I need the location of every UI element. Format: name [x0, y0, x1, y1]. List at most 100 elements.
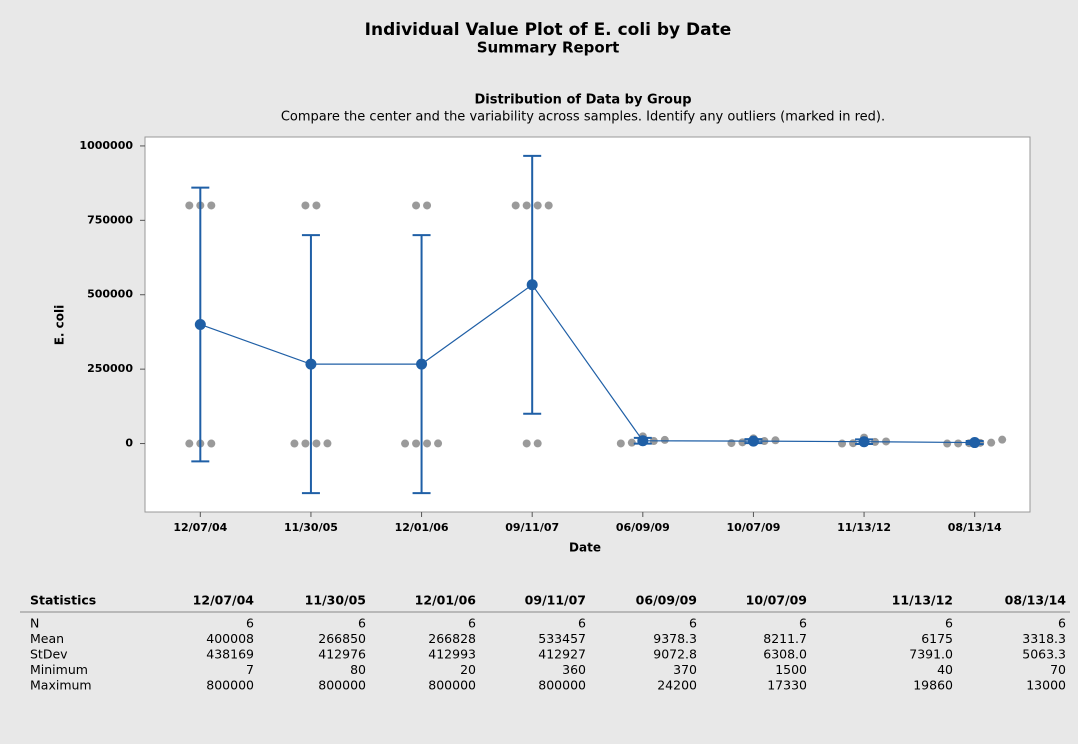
- x-tick-label: 10/07/09: [726, 521, 780, 534]
- table-header: 11/13/12: [892, 593, 953, 608]
- table-header: 12/01/06: [415, 593, 477, 608]
- x-axis-label: Date: [569, 541, 601, 555]
- data-point: [185, 439, 194, 448]
- report-title: Individual Value Plot of E. coli by Date: [365, 20, 732, 40]
- table-cell: 7: [246, 662, 254, 677]
- data-point: [207, 439, 216, 448]
- data-point: [738, 438, 747, 447]
- table-cell: 412927: [538, 647, 586, 662]
- data-point: [207, 201, 216, 210]
- mean-point: [526, 279, 538, 291]
- data-point: [838, 439, 847, 448]
- data-point: [301, 201, 310, 210]
- data-point: [660, 435, 669, 444]
- table-header: 12/07/04: [193, 593, 255, 608]
- table-cell: 6: [578, 616, 586, 631]
- table-cell: 70: [1050, 662, 1066, 677]
- x-tick-label: 12/07/04: [173, 521, 227, 534]
- table-header: 10/07/09: [746, 593, 807, 608]
- table-cell: 80: [350, 662, 366, 677]
- table-cell: 9378.3: [653, 631, 697, 646]
- table-cell: 24200: [657, 678, 697, 693]
- table-cell: 412993: [428, 647, 476, 662]
- data-point: [185, 201, 194, 210]
- table-cell: 1500: [775, 662, 807, 677]
- table-cell: 412976: [318, 647, 366, 662]
- data-point: [312, 439, 321, 448]
- mean-line: [200, 283, 975, 444]
- x-tick-label: 06/09/09: [616, 521, 670, 534]
- table-cell: N: [30, 616, 39, 631]
- data-point: [533, 201, 542, 210]
- y-tick-label: 250000: [87, 362, 133, 375]
- table-cell: Maximum: [30, 678, 92, 693]
- data-point: [943, 439, 952, 448]
- table-cell: 8211.7: [763, 631, 807, 646]
- table-header: 06/09/09: [636, 593, 697, 608]
- data-point: [522, 201, 531, 210]
- table-cell: 6: [945, 616, 953, 631]
- data-point: [544, 201, 553, 210]
- x-tick-label: 11/13/12: [837, 521, 891, 534]
- table-cell: Mean: [30, 631, 64, 646]
- y-tick-label: 1000000: [79, 139, 133, 152]
- table-header: 09/11/07: [525, 593, 586, 608]
- mean-point: [416, 358, 428, 370]
- table-cell: 533457: [538, 631, 586, 646]
- x-tick-label: 09/11/07: [505, 521, 559, 534]
- y-tick-label: 500000: [87, 288, 133, 301]
- table-header: 11/30/05: [305, 593, 366, 608]
- data-point: [423, 439, 432, 448]
- table-cell: StDev: [30, 647, 68, 662]
- table-cell: 400008: [206, 631, 254, 646]
- table-cell: 438169: [206, 647, 254, 662]
- mean-point: [194, 318, 206, 330]
- data-point: [771, 436, 780, 445]
- y-tick-label: 0: [125, 437, 133, 450]
- data-point: [312, 201, 321, 210]
- x-tick-label: 12/01/06: [395, 521, 449, 534]
- data-point: [412, 201, 421, 210]
- data-point: [998, 435, 1007, 444]
- mean-point: [637, 435, 649, 447]
- table-cell: 266850: [318, 631, 366, 646]
- data-point: [987, 438, 996, 447]
- table-cell: 3318.3: [1022, 631, 1066, 646]
- chart-title: Distribution of Data by Group: [474, 93, 691, 108]
- table-cell: 800000: [428, 678, 476, 693]
- table-cell: 800000: [538, 678, 586, 693]
- table-cell: 17330: [767, 678, 807, 693]
- mean-point: [747, 435, 759, 447]
- plot-area: [144, 136, 1031, 513]
- chart-subtitle: Compare the center and the variability a…: [281, 110, 885, 125]
- data-point: [412, 439, 421, 448]
- data-point: [301, 439, 310, 448]
- data-point: [727, 439, 736, 448]
- table-cell: 370: [673, 662, 697, 677]
- table-cell: 6: [689, 616, 697, 631]
- table-cell: 13000: [1026, 678, 1066, 693]
- table-header: 08/13/14: [1005, 593, 1067, 608]
- data-point: [954, 439, 963, 448]
- table-cell: 800000: [318, 678, 366, 693]
- table-cell: 6: [468, 616, 476, 631]
- table-cell: 6: [246, 616, 254, 631]
- mean-point: [305, 358, 317, 370]
- table-cell: 20: [460, 662, 476, 677]
- y-tick-label: 750000: [87, 213, 133, 226]
- data-point: [511, 201, 520, 210]
- mean-point: [858, 436, 870, 448]
- table-cell: 9072.8: [653, 647, 697, 662]
- data-point: [533, 439, 542, 448]
- data-point: [323, 439, 332, 448]
- table-cell: 6: [358, 616, 366, 631]
- x-tick-label: 11/30/05: [284, 521, 338, 534]
- report-subtitle: Summary Report: [477, 39, 620, 57]
- data-point: [290, 439, 299, 448]
- table-cell: 5063.3: [1022, 647, 1066, 662]
- table-cell: 40: [937, 662, 953, 677]
- table-cell: 6: [1058, 616, 1066, 631]
- table-cell: 19860: [913, 678, 953, 693]
- table-cell: Minimum: [30, 662, 88, 677]
- table-cell: 266828: [428, 631, 476, 646]
